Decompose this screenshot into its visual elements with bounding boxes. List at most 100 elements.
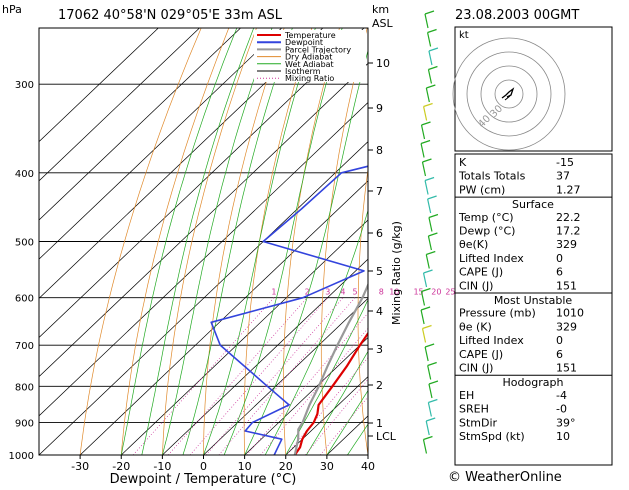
wind-barb-flag [428, 196, 437, 199]
index-value: 1010 [556, 307, 584, 320]
wind-barb-flag [422, 159, 431, 162]
index-value: 0 [556, 334, 563, 347]
index-value: -0 [556, 403, 567, 416]
asl-unit-label: ASL [372, 17, 394, 30]
index-value: 151 [556, 279, 577, 292]
station-header: 17062 40°58'N 029°05'E 33m ASL [58, 8, 283, 23]
wind-barb-staff [428, 403, 431, 417]
dry-adiabat-60 [428, 28, 450, 455]
index-label: StmSpd (kt) [459, 430, 525, 443]
km-tick-label: 6 [376, 227, 383, 240]
index-value: 329 [556, 320, 577, 333]
wind-barb-staff [426, 255, 429, 269]
mixing-ratio-label: 2 [305, 288, 310, 297]
wind-barb-flag [421, 307, 430, 310]
wind-barb-flag [429, 215, 438, 218]
wind-barb-staff [426, 421, 429, 435]
km-tick-label: LCL [376, 430, 397, 443]
wind-barb-staff [421, 310, 424, 324]
index-value: 17.2 [556, 225, 581, 238]
x-axis-title: Dewpoint / Temperature (°C) [110, 472, 297, 486]
km-unit-label: km [372, 3, 389, 16]
index-value: -15 [556, 156, 574, 169]
hodograph-frame [455, 27, 612, 151]
pressure-tick-label: 900 [15, 419, 34, 430]
index-value: 39° [556, 416, 576, 429]
index-label: PW (cm) [459, 183, 505, 196]
pressure-tick-label: 500 [15, 238, 34, 249]
pressure-tick-label: 300 [15, 80, 34, 91]
wind-barb-staff [425, 181, 428, 195]
index-value: 6 [556, 348, 563, 361]
wind-barb-flag [421, 141, 430, 144]
wind-barb-staff [429, 51, 432, 65]
wind-barb-flag [425, 344, 434, 347]
wind-barb-staff [428, 70, 431, 84]
wind-barb-staff [428, 199, 431, 213]
legend-label: Mixing Ratio [285, 74, 334, 83]
wind-barb-flag [422, 122, 431, 125]
section-title: Hodograph [503, 376, 564, 389]
wind-barb-staff [428, 236, 431, 250]
wind-barb-flag [428, 363, 437, 366]
pressure-tick-label: 400 [15, 169, 34, 180]
index-value: 151 [556, 362, 577, 375]
km-tick-label: 2 [376, 379, 383, 392]
wind-barb-flag [426, 252, 435, 255]
mixing-ratio-label: 5 [352, 288, 357, 297]
pressure-tick-label: 700 [15, 341, 34, 352]
km-tick-label: 3 [376, 343, 383, 356]
index-label: Totals Totals [458, 170, 526, 183]
km-tick-label: 4 [376, 305, 383, 318]
index-label: CAPE (J) [459, 266, 503, 279]
wind-barb-staff [423, 440, 426, 454]
x-tick-label: 40 [361, 460, 375, 473]
index-label: Temp (°C) [458, 211, 514, 224]
wind-barb-flag [425, 178, 434, 181]
index-label: CAPE (J) [459, 348, 503, 361]
wind-barb-staff [428, 33, 431, 47]
km-tick-label: 8 [376, 144, 383, 157]
index-label: CIN (J) [459, 279, 493, 292]
wind-barb-flag [426, 418, 435, 421]
wind-barb-flag [428, 233, 437, 236]
wind-barb-flag [429, 381, 438, 384]
index-value: 10 [556, 430, 570, 443]
index-value: 329 [556, 238, 577, 251]
wind-barb-flag [423, 437, 432, 440]
index-value: 0 [556, 252, 563, 265]
wind-barb-staff [428, 366, 431, 380]
mixing-ratio-label: 20 [431, 288, 441, 297]
mixing-ratio-label: 4 [340, 288, 345, 297]
index-label: Lifted Index [459, 334, 524, 347]
x-tick-label: -30 [71, 460, 89, 473]
datetime-label: 23.08.2003 00GMT [455, 8, 579, 23]
mixing-ratio-label: 3 [325, 288, 330, 297]
mixing-ratio-axis-label: Mixing Ratio (g/kg) [390, 221, 403, 325]
section-title: Surface [512, 198, 554, 211]
wind-barb-flag [429, 48, 438, 51]
wind-barb-staff [429, 384, 432, 398]
copyright-label: © WeatherOnline [448, 470, 562, 485]
mixing-ratio-label: 8 [379, 288, 384, 297]
index-label: SREH [459, 403, 489, 416]
wind-barb-staff [426, 88, 429, 102]
km-tick-label: 10 [376, 57, 390, 70]
x-tick-label: 30 [320, 460, 334, 473]
index-value: 6 [556, 266, 563, 279]
wind-barb-staff [423, 329, 426, 343]
wind-barb-staff [422, 162, 425, 176]
km-tick-label: 7 [376, 185, 383, 198]
wind-barb-flag [424, 270, 433, 273]
wind-barb-flag [428, 30, 437, 33]
mixing-ratio-label: 1 [271, 288, 276, 297]
wind-barb-flag [428, 67, 437, 70]
index-value: 1.27 [556, 183, 581, 196]
index-label: CIN (J) [459, 362, 493, 375]
wind-barb-flag [426, 85, 435, 88]
